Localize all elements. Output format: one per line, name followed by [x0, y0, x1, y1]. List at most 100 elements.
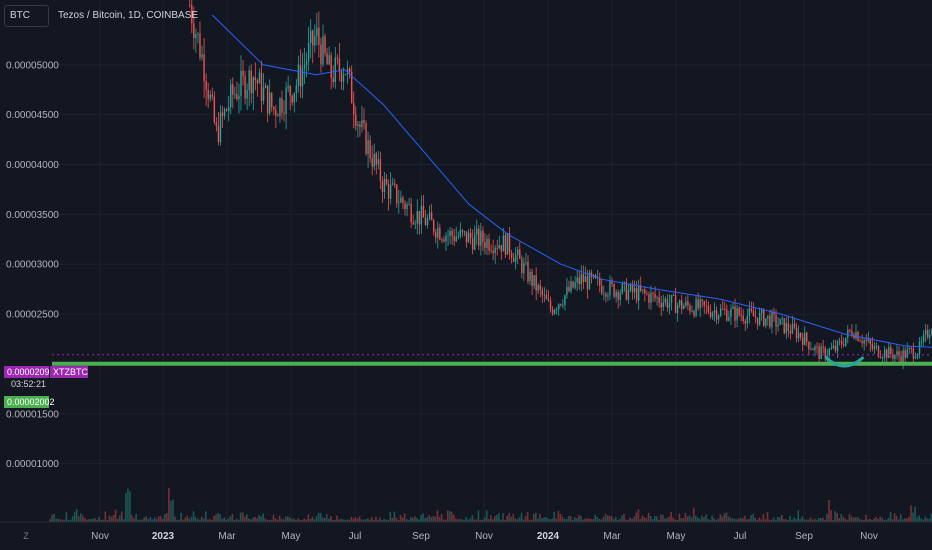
- volume-bar: [358, 516, 361, 522]
- candle-body: [486, 238, 488, 249]
- volume-bar: [697, 517, 699, 522]
- candle-body: [273, 107, 275, 110]
- candle-body: [500, 245, 503, 252]
- candle-body: [601, 285, 603, 294]
- candle-body: [260, 72, 263, 101]
- candle-body: [488, 238, 490, 251]
- scale-mode-button[interactable]: Z: [23, 531, 29, 541]
- volume-bar: [235, 518, 238, 522]
- volume-bar: [77, 516, 80, 522]
- volume-bar: [926, 518, 929, 522]
- candle-body: [494, 247, 496, 254]
- candle-body: [719, 308, 722, 316]
- candle-body: [929, 334, 931, 338]
- volume-bar: [135, 513, 137, 522]
- volume-bar: [100, 519, 103, 522]
- volume-bar: [446, 510, 449, 522]
- candle-body: [728, 316, 730, 321]
- volume-bar: [221, 518, 223, 522]
- volume-bar: [237, 519, 240, 522]
- volume-bar: [719, 514, 722, 522]
- candle-body: [730, 308, 732, 317]
- candle-body: [416, 210, 418, 224]
- candle-body: [320, 44, 322, 65]
- candle-body: [845, 337, 847, 346]
- volume-bar: [571, 519, 574, 522]
- volume-bar: [284, 516, 287, 522]
- candle-body: [490, 250, 492, 252]
- volume-bar: [682, 517, 685, 522]
- volume-bar: [774, 519, 777, 522]
- volume-bar: [334, 519, 336, 522]
- candle-body: [525, 262, 527, 264]
- candle-body: [769, 315, 771, 328]
- volume-bar: [182, 519, 185, 522]
- candle-body: [752, 310, 755, 317]
- volume-bar: [520, 512, 523, 522]
- volume-bar: [309, 518, 312, 522]
- candle-body: [328, 55, 330, 65]
- volume-bar: [561, 516, 564, 522]
- volume-bar: [120, 511, 123, 522]
- candle-body: [463, 231, 466, 233]
- candle-body: [418, 210, 421, 225]
- candle-body: [512, 258, 515, 262]
- volume-bar: [721, 516, 724, 522]
- volume-bar: [672, 517, 674, 522]
- candle-body: [701, 299, 703, 302]
- volume-bar: [412, 517, 414, 522]
- candle-body: [492, 250, 494, 254]
- candle-body: [221, 112, 224, 117]
- volume-bar: [848, 513, 851, 522]
- candle-body: [855, 332, 857, 339]
- volume-bar: [635, 512, 638, 522]
- candle-body: [863, 340, 865, 344]
- candle-body: [371, 158, 373, 167]
- candle-body: [521, 258, 523, 274]
- volume-bar: [649, 515, 652, 522]
- volume-bar: [57, 518, 59, 522]
- volume-bar: [824, 519, 826, 522]
- volume-bar: [506, 515, 508, 522]
- volume-bar: [770, 519, 773, 522]
- volume-bar: [442, 519, 445, 522]
- volume-bar: [709, 519, 711, 522]
- volume-bar: [641, 515, 644, 522]
- candle-body: [326, 53, 328, 65]
- candle-body: [635, 287, 638, 301]
- volume-bar: [205, 511, 207, 522]
- volume-bar: [430, 517, 433, 522]
- volume-bar: [190, 516, 193, 522]
- volume-bar: [842, 516, 845, 522]
- volume-bar: [328, 518, 330, 522]
- volume-bar: [660, 514, 662, 522]
- volume-bar: [832, 519, 834, 522]
- volume-bar: [311, 516, 314, 522]
- volume-bar: [397, 519, 400, 522]
- candle-body: [818, 346, 820, 359]
- candle-body: [869, 339, 872, 345]
- volume-bar: [678, 513, 681, 522]
- candle-body: [832, 345, 835, 349]
- candle-body: [476, 228, 478, 235]
- candle-body: [197, 33, 199, 35]
- volume-bar: [375, 516, 377, 522]
- volume-bar: [856, 516, 859, 522]
- volume-bar: [715, 519, 718, 522]
- volume-bar: [889, 511, 892, 522]
- volume-bar: [143, 516, 146, 522]
- candle-body: [896, 351, 898, 356]
- volume-bar: [88, 519, 90, 522]
- candle-body: [199, 33, 201, 58]
- candle-body: [299, 64, 302, 87]
- symbol-search-box[interactable]: BTC: [4, 5, 49, 27]
- candle-body: [447, 235, 449, 237]
- volume-bar: [379, 517, 381, 522]
- candle-body: [471, 238, 474, 250]
- volume-bar: [414, 516, 416, 522]
- candle-body: [867, 339, 869, 342]
- volume-bar: [612, 519, 615, 522]
- volume-bar: [701, 515, 703, 522]
- volume-bar: [922, 519, 925, 522]
